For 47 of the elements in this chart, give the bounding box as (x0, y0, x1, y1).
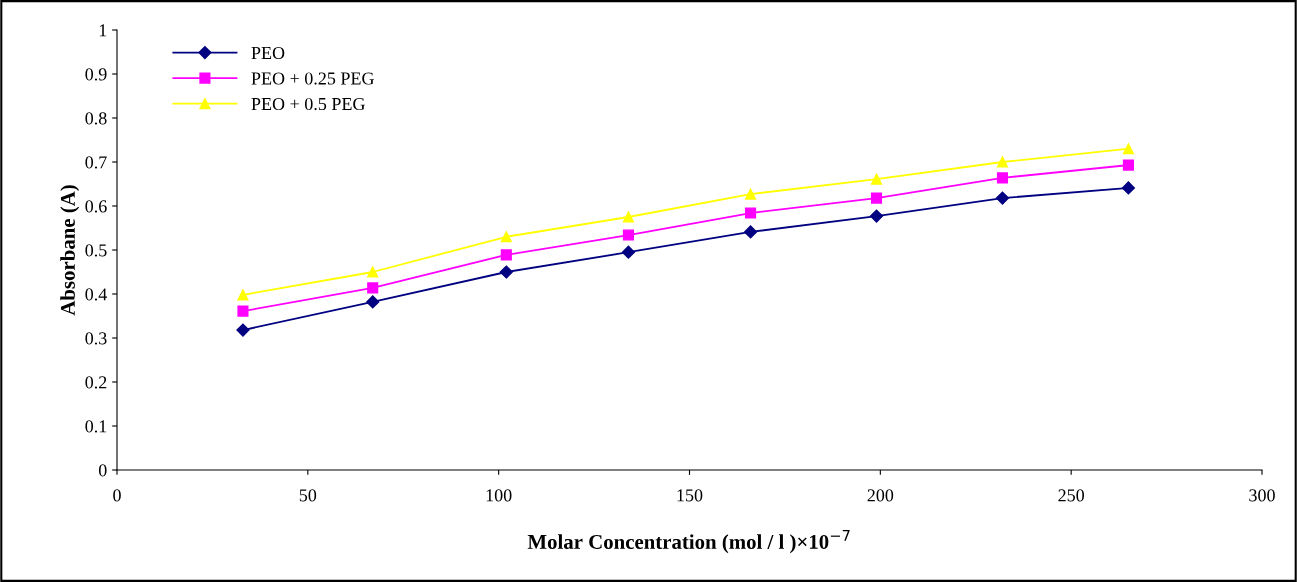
y-tick-label: 0.4 (85, 288, 107, 301)
y-tick-label: 1 (99, 24, 107, 37)
x-tick-label: 200 (867, 489, 894, 502)
point (366, 295, 380, 309)
y-tick-label: 0.9 (85, 68, 107, 81)
point (1122, 143, 1134, 155)
point (1122, 159, 1134, 171)
y-tick-label: 0.7 (85, 156, 107, 169)
point (870, 192, 883, 204)
y-tick-label: 0.6 (85, 200, 107, 213)
x-tick-label: 100 (486, 489, 512, 502)
point (622, 211, 634, 223)
point (745, 188, 757, 200)
point (367, 266, 379, 278)
y-tick-label: 0.8 (85, 112, 107, 125)
point (500, 231, 512, 243)
y-tick-label: 0 (98, 464, 107, 477)
y-tick-label: 0.5 (85, 244, 107, 257)
point (621, 245, 636, 259)
legend-label: PEO (251, 46, 285, 60)
point (743, 225, 758, 239)
point (869, 209, 884, 223)
x-tick-label: 150 (677, 489, 703, 502)
point (500, 249, 512, 261)
point (237, 289, 249, 301)
point (622, 229, 634, 241)
y-tick-label: 0.3 (85, 332, 107, 345)
point (870, 173, 883, 185)
point (1121, 181, 1136, 195)
point (996, 156, 1009, 168)
point (237, 305, 249, 317)
x-tick-label: 0 (113, 489, 121, 502)
y-axis-title: Absorbane (A) (60, 185, 80, 316)
point (367, 282, 379, 294)
point (745, 207, 757, 219)
point (996, 172, 1009, 184)
legend-label: PEO + 0.5 PEG (251, 97, 365, 111)
point (995, 191, 1010, 205)
point (236, 323, 250, 337)
legend-label: PEO + 0.25 PEG (251, 72, 374, 85)
x-tick-label: 50 (299, 489, 317, 502)
y-tick-label: 0.1 (85, 420, 107, 433)
y-tick-label: 0.2 (85, 376, 107, 389)
x-tick-label: 250 (1058, 489, 1085, 502)
x-tick-label: 300 (1249, 489, 1275, 502)
x-axis-title: Molar Concentration (mol / l )×10$^{−7}$ (527, 530, 850, 554)
point (499, 265, 513, 279)
